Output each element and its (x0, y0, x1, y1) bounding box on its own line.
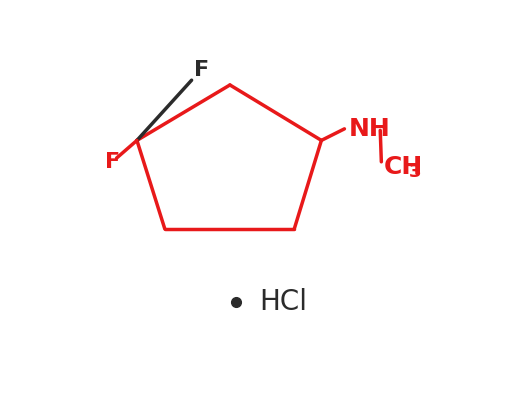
Text: NH: NH (349, 117, 390, 141)
Text: CH: CH (383, 155, 423, 179)
Text: HCl: HCl (259, 288, 307, 316)
Text: F: F (194, 60, 209, 80)
Text: F: F (104, 152, 120, 172)
Text: 3: 3 (408, 163, 421, 181)
